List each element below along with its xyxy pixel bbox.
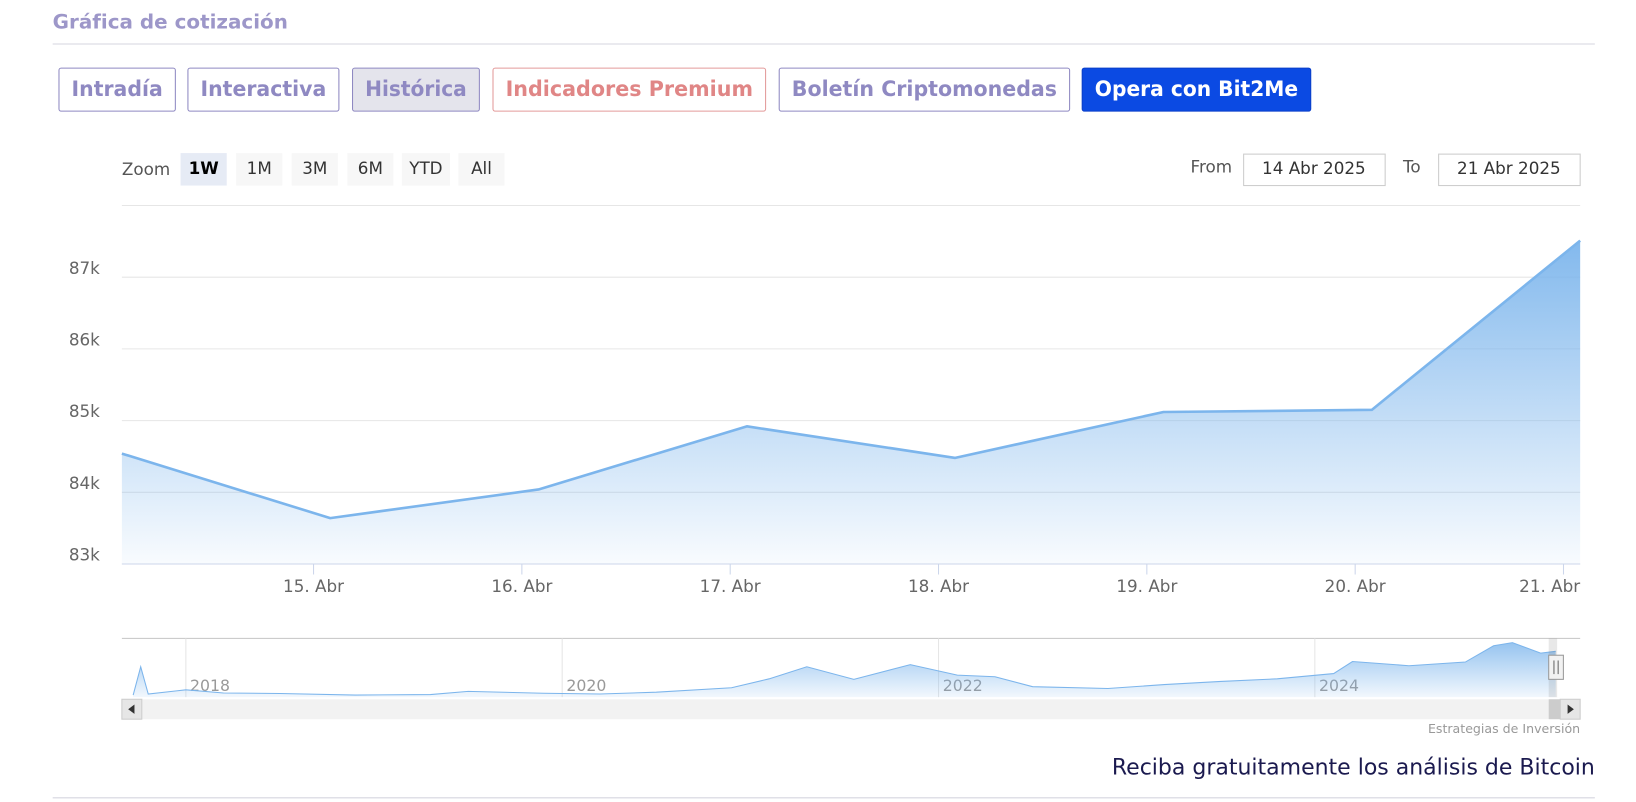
- section-title: Gráfica de cotización: [53, 11, 288, 34]
- tab-label[interactable]: Interactiva: [201, 77, 327, 101]
- zoom-button[interactable]: [291, 153, 338, 186]
- tab-label[interactable]: Opera con Bit2Me: [1095, 77, 1298, 101]
- scroll-right-arrow: [1567, 704, 1574, 714]
- tab-button[interactable]: [1081, 67, 1312, 112]
- scrollbar-track[interactable]: [121, 699, 1581, 720]
- zoom-button[interactable]: [401, 153, 451, 186]
- zoom-label: Zoom: [122, 159, 170, 179]
- tab-label[interactable]: Boletín Criptomonedas: [792, 77, 1057, 101]
- tab-button[interactable]: [778, 67, 1071, 112]
- navigator-tick-label: 2018: [190, 676, 230, 695]
- from-input[interactable]: [1243, 153, 1386, 187]
- tab-label[interactable]: Indicadores Premium: [506, 77, 753, 101]
- x-tick-label: 21. Abr: [1519, 576, 1580, 596]
- navigator-handle[interactable]: [1548, 654, 1564, 680]
- x-tick-label: 15. Abr: [283, 576, 344, 596]
- y-tick-label: 85k: [69, 401, 100, 421]
- area-fill: [121, 240, 1581, 565]
- credit: Estrategias de Inversión: [1428, 721, 1580, 736]
- tab-label[interactable]: Intradía: [72, 77, 163, 101]
- zoom-button-label[interactable]: YTD: [408, 158, 442, 178]
- to-input[interactable]: [1438, 153, 1581, 187]
- price-line: [121, 239, 1581, 520]
- x-tick-label: 20. Abr: [1325, 576, 1386, 596]
- y-tick-label: 86k: [69, 330, 100, 350]
- y-tick-label: 87k: [69, 258, 100, 278]
- zoom-button-label[interactable]: 1M: [247, 158, 272, 178]
- zoom-button[interactable]: [180, 153, 227, 186]
- x-tick-label: 19. Abr: [1116, 576, 1177, 596]
- x-tick-label: 17. Abr: [700, 576, 761, 596]
- y-tick-label: 83k: [69, 545, 100, 565]
- tab-button[interactable]: [187, 67, 340, 112]
- from-label: From: [1191, 157, 1233, 177]
- zoom-button-label[interactable]: 3M: [302, 158, 327, 178]
- tab-label[interactable]: Histórica: [365, 77, 467, 101]
- footer-link[interactable]: Reciba gratuitamente los análisis de Bit…: [1112, 755, 1595, 780]
- y-tick-label: 84k: [69, 473, 100, 493]
- zoom-button[interactable]: [236, 153, 283, 186]
- scroll-left-arrow: [128, 704, 135, 714]
- zoom-button-label[interactable]: All: [471, 158, 492, 178]
- zoom-button[interactable]: [458, 153, 505, 186]
- x-tick-label: 18. Abr: [908, 576, 969, 596]
- zoom-button-label[interactable]: 1W: [189, 158, 219, 178]
- navigator-tick-label: 2020: [566, 676, 606, 695]
- tab-button[interactable]: [492, 67, 767, 112]
- zoom-button-label[interactable]: 6M: [358, 158, 383, 178]
- navigator-area: [133, 642, 1556, 698]
- tab-button[interactable]: [352, 67, 480, 112]
- zoom-button[interactable]: [347, 153, 394, 186]
- scrollbar-thumb[interactable]: [1548, 699, 1561, 720]
- to-label: To: [1402, 157, 1421, 177]
- from-value[interactable]: 14 Abr 2025: [1262, 158, 1366, 178]
- x-tick-label: 16. Abr: [491, 576, 552, 596]
- to-value[interactable]: 21 Abr 2025: [1457, 158, 1561, 178]
- navigator-line: [132, 642, 1556, 696]
- tab-button[interactable]: [58, 67, 176, 112]
